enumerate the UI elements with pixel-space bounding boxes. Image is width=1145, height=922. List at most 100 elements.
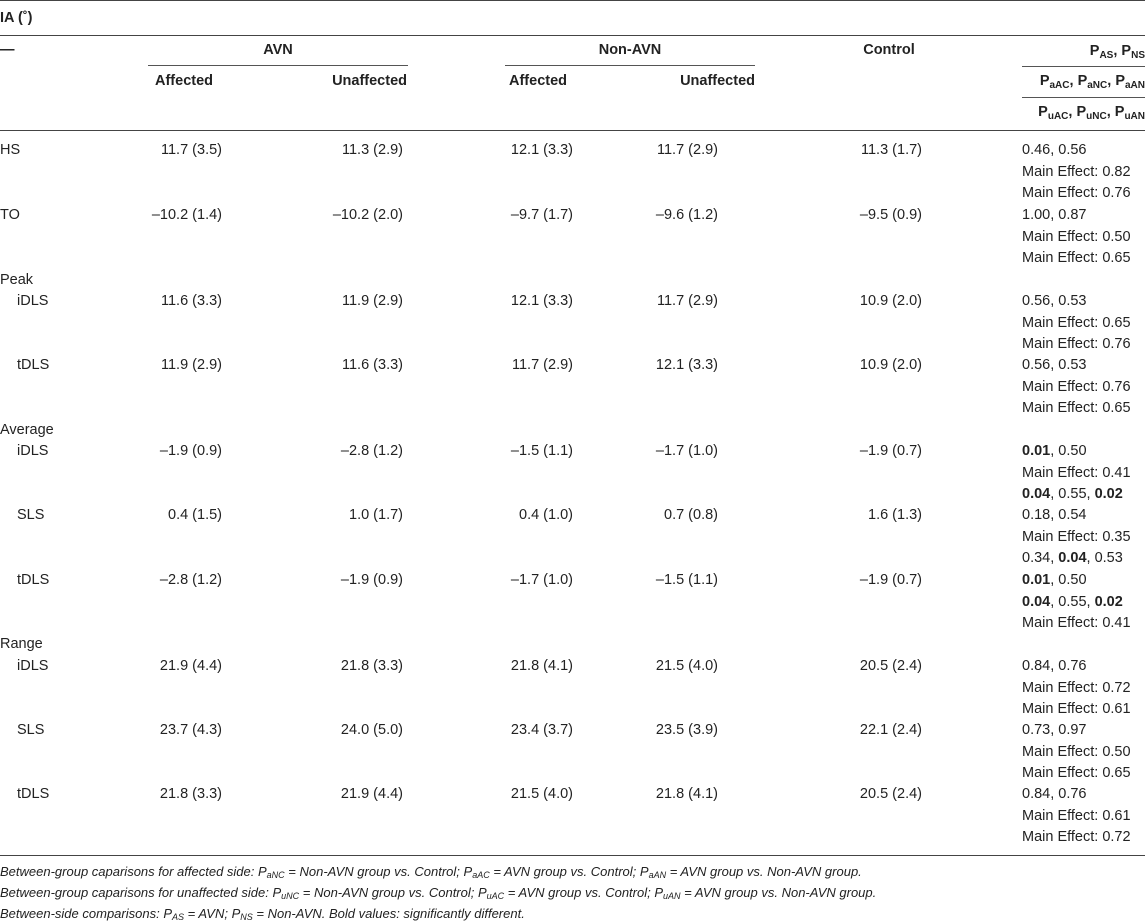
table-cell: –1.9 (0.9) [340, 572, 403, 588]
table-cell: 22.1 (2.4) [859, 722, 922, 738]
footnote-line: Between-group caparisons for unaffected … [0, 885, 877, 901]
table-cell: 11.9 (2.9) [342, 293, 403, 309]
row-label: SLS [17, 722, 45, 738]
p-value-line: 0.84, 0.76 [1022, 656, 1145, 678]
p-value-line: Main Effect: 0.61 [1022, 699, 1145, 721]
p-value-line: 0.46, 0.56 [1022, 140, 1145, 162]
p-value-text: Main Effect: 0.76 [1022, 336, 1131, 352]
table-cell: –1.5 (1.1) [510, 443, 573, 459]
table-cell: –10.2 (1.4) [151, 207, 222, 223]
table-cell: 21.9 (4.4) [340, 786, 403, 802]
p-value-text: Main Effect: 0.72 [1022, 679, 1131, 696]
table-cell: 23.7 (4.3) [159, 722, 222, 738]
p-value-line: 0.56, 0.53 [1022, 291, 1145, 313]
p-header-rule-1 [1022, 66, 1145, 67]
table-cell: –1.9 (0.7) [859, 572, 922, 588]
avn-group-header: AVN [263, 42, 293, 58]
p-value-text: Main Effect: 0.65 [1022, 250, 1131, 266]
non-avn-group-header: Non-AVN [598, 42, 662, 58]
table-cell: 21.5 (4.0) [510, 786, 573, 802]
table-cell: 12.1 (3.3) [655, 357, 718, 373]
table-cell: –1.5 (1.1) [655, 572, 718, 588]
p-value-line: 1.00, 0.87 [1022, 205, 1145, 227]
p-value-text: Main Effect: 0.82 [1022, 163, 1131, 180]
table-cell: –1.7 (1.0) [510, 572, 573, 588]
p-value-text: Main Effect: 0.50 [1022, 743, 1131, 760]
table-cell: 0.4 (1.0) [519, 507, 573, 523]
row-group-label: Peak [0, 272, 34, 288]
table-cell: –1.7 (1.0) [655, 443, 718, 459]
table-bottom-rule [0, 855, 1145, 856]
p-value-line: 0.73, 0.97 [1022, 720, 1145, 742]
table-cell: –1.9 (0.9) [159, 443, 222, 459]
p-value-text: , 0.55, [1050, 486, 1095, 502]
p-value-cell: 0.56, 0.53 Main Effect: 0.76 Main Effect: … [1022, 355, 1145, 420]
p-value-text: Main Effect: 0.35 [1022, 528, 1131, 545]
p-value-line: Main Effect: 0.35 [1022, 527, 1145, 549]
table-cell: 11.3 (1.7) [861, 142, 922, 158]
p-value-text: 0.46, 0.56 [1022, 142, 1087, 158]
row-label: tDLS [17, 786, 50, 802]
row-label: TO [0, 207, 20, 223]
table-cell: 11.9 (2.9) [161, 357, 222, 373]
table-cell: 21.5 (4.0) [655, 658, 718, 674]
avn-unaffected-header: Unaffected [332, 73, 407, 89]
significant-value: 0.02 [1094, 486, 1123, 502]
p-value-text: Main Effect: 0.41 [1022, 464, 1131, 481]
row-label: iDLS [17, 443, 49, 459]
significant-value: 0.02 [1094, 593, 1123, 610]
non-avn-unaffected-header: Unaffected [680, 73, 755, 89]
row-label: HS [0, 142, 21, 158]
table-cell: 0.7 (0.8) [664, 507, 718, 523]
table-cell: –9.5 (0.9) [859, 207, 922, 223]
table-title: IA (˚) [0, 10, 33, 26]
p-value-cell: 0.46, 0.56 Main Effect: 0.82 Main Effect: … [1022, 140, 1145, 205]
p-value-line: 0.18, 0.54 [1022, 505, 1145, 527]
table-cell: 23.4 (3.7) [510, 722, 573, 738]
table-cell: 1.0 (1.7) [349, 507, 403, 523]
p-value-line: Main Effect: 0.65 [1022, 763, 1145, 785]
significant-value: 0.04 [1022, 593, 1051, 610]
significant-value: 0.04 [1022, 486, 1051, 502]
p-value-text: 1.00, 0.87 [1022, 207, 1087, 223]
row-label: SLS [17, 507, 45, 523]
p-value-line: Main Effect: 0.76 [1022, 377, 1145, 399]
p-value-line: 0.34, 0.04, 0.53 [1022, 548, 1145, 570]
table-cell: 11.6 (3.3) [342, 357, 403, 373]
p-value-line: 0.84, 0.76 [1022, 784, 1145, 806]
p-value-cell: 0.01, 0.50 0.04, 0.55, 0.02 Main Effect: 0… [1022, 570, 1145, 635]
p-value-line: Main Effect: 0.65 [1022, 313, 1145, 335]
table-cell: –9.7 (1.7) [510, 207, 573, 223]
p-value-text: 0.56, 0.53 [1022, 357, 1087, 373]
title-rule [0, 35, 1145, 36]
p-value-text: 0.84, 0.76 [1022, 658, 1087, 674]
row-label: iDLS [17, 293, 49, 309]
row-label: iDLS [17, 658, 49, 674]
p-value-line: Main Effect: 0.76 [1022, 183, 1145, 205]
table-cell: –2.8 (1.2) [159, 572, 222, 588]
p-value-line: Main Effect: 0.50 [1022, 742, 1145, 764]
table-cell: 1.6 (1.3) [868, 507, 922, 523]
table-cell: 12.1 (3.3) [510, 293, 573, 309]
table-cell: 0.4 (1.5) [168, 507, 222, 523]
significant-value: 0.04 [1058, 550, 1087, 566]
non-avn-span-rule [505, 65, 755, 66]
avn-span-rule [148, 65, 408, 66]
p-value-text: 0.34, [1022, 550, 1059, 566]
significant-value: 0.01 [1022, 572, 1051, 588]
p-value-text: Main Effect: 0.65 [1022, 765, 1131, 781]
p-value-line: Main Effect: 0.61 [1022, 806, 1145, 828]
p-value-text: 0.73, 0.97 [1022, 722, 1087, 738]
p-value-line: Main Effect: 0.76 [1022, 334, 1145, 356]
p-value-line: Main Effect: 0.65 [1022, 398, 1145, 420]
table-top-rule [0, 0, 1145, 1]
table-cell: –10.2 (2.0) [332, 207, 403, 223]
p-header-rule-2 [1022, 97, 1145, 98]
table-cell: 11.3 (2.9) [342, 142, 403, 158]
table-cell: 20.5 (2.4) [859, 786, 922, 802]
avn-affected-header: Affected [155, 73, 214, 89]
table-cell: 11.7 (3.5) [161, 142, 222, 158]
p-value-text: Main Effect: 0.72 [1022, 829, 1131, 845]
table-cell: 12.1 (3.3) [510, 142, 573, 158]
p-value-text: , 0.53 [1086, 550, 1123, 566]
